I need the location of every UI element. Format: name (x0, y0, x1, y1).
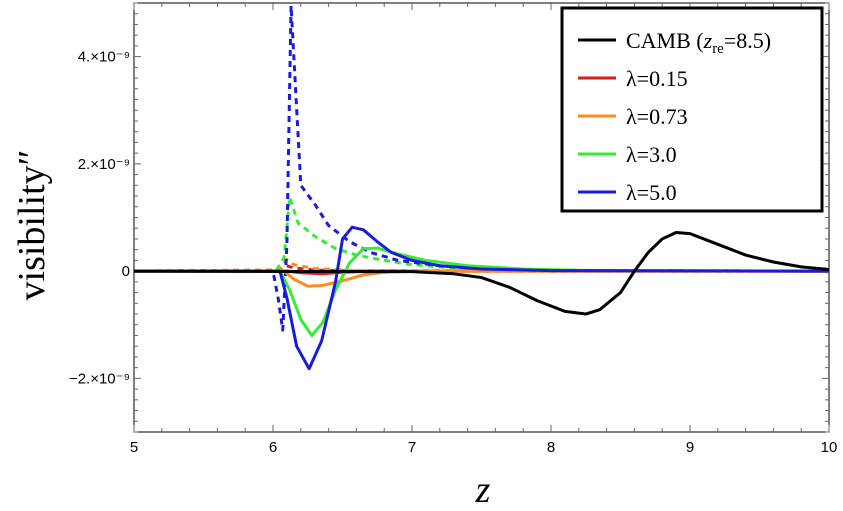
y-tick-label: 0 (122, 263, 130, 280)
series-layer (133, 4, 830, 371)
y-tick-label: 2.×10⁻⁹ (78, 156, 130, 173)
series-line-5 (134, 246, 830, 337)
series-line-0 (133, 231, 830, 316)
x-tick-label: 6 (269, 439, 277, 456)
axis-ticks (133, 2, 830, 433)
legend-label: λ=0.15 (626, 66, 688, 91)
y-tick-label: −2.×10⁻⁹ (69, 370, 130, 387)
x-tick-label: 8 (547, 439, 555, 456)
x-tick-label: 9 (686, 439, 694, 456)
legend-box (560, 6, 824, 213)
series-line-6 (134, 195, 830, 273)
y-axis-title: visibility″ (11, 150, 53, 301)
legend: CAMB (zre=8.5) λ=0.15 λ=0.73 λ=3.0 λ=5.0 (560, 6, 824, 213)
legend-label: λ=5.0 (626, 180, 677, 205)
x-tick-label: 5 (130, 439, 138, 456)
legend-label: λ=0.73 (626, 104, 688, 129)
series-line-8 (134, 4, 830, 332)
series-line-7 (134, 225, 830, 371)
axis-tick-labels: 5 6 7 8 9 10 −2.×10⁻⁹ 0 2.×10⁻⁹ 4.×10⁻⁹ (69, 49, 837, 456)
x-tick-label: 10 (821, 439, 838, 456)
legend-label: λ=3.0 (626, 142, 677, 167)
legend-label: CAMB (zre=8.5) (626, 28, 771, 57)
x-tick-label: 7 (408, 439, 416, 456)
x-axis-title: z (475, 469, 491, 511)
y-tick-label: 4.×10⁻⁹ (78, 49, 130, 66)
